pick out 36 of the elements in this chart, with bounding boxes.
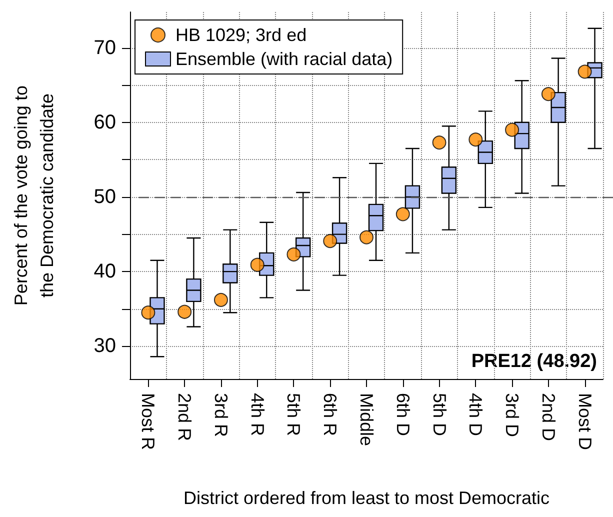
x-tick-label: 4th D: [466, 393, 486, 436]
x-tick-label: Most R: [138, 393, 158, 450]
y-axis-title: Percent of the vote going to the Democratic candidate: [11, 85, 57, 306]
x-tick-label: 6th D: [392, 393, 413, 436]
x-axis-title: District ordered from least to most Democratic: [183, 488, 550, 508]
point: [141, 306, 156, 320]
x-tick-label: 2nd D: [538, 393, 558, 442]
legend-label: Ensemble (with racial data): [176, 49, 393, 69]
point: [468, 132, 483, 147]
point: [250, 258, 264, 272]
x-tick-label: 3rd R: [210, 393, 231, 438]
annotation: PRE12 (48.92): [471, 351, 598, 372]
point: [360, 230, 374, 244]
x-tick-label: Most D: [574, 393, 595, 450]
point: [432, 136, 446, 150]
x-tick-label: Middle: [356, 393, 376, 446]
y-tick-label: 70: [94, 36, 116, 59]
point: [578, 64, 592, 79]
x-tick-label: 6th R: [320, 393, 340, 436]
legend-label: HB 1029; 3rd ed: [176, 25, 307, 45]
point: [396, 207, 410, 222]
point: [178, 304, 192, 319]
y-tick-label: 30: [94, 335, 116, 358]
y-tick-label: 40: [94, 260, 116, 283]
x-tick-label: 2nd R: [174, 393, 195, 442]
y-tick-label: 50: [94, 186, 116, 208]
x-tick-label: 3rd D: [502, 393, 522, 438]
point: [541, 87, 556, 102]
point: [286, 247, 301, 262]
point: [323, 234, 338, 248]
y-tick-label: 60: [94, 111, 116, 134]
point: [214, 292, 228, 307]
x-tick-label: 5th D: [429, 393, 450, 436]
x-tick-label: 4th R: [247, 393, 268, 436]
x-tick-label: 5th R: [284, 393, 304, 436]
point: [505, 122, 520, 137]
